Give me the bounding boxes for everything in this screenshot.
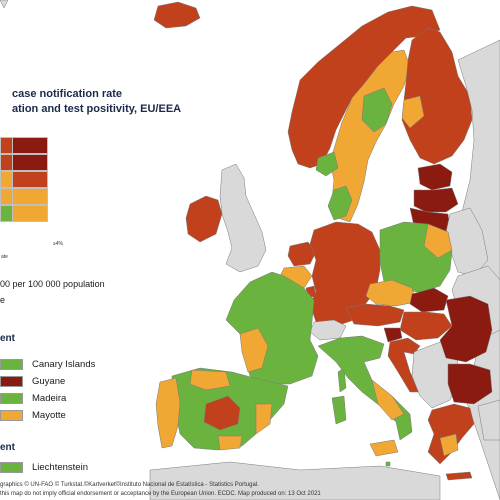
- matrix-cell: [12, 171, 48, 188]
- legend-swatch: [0, 375, 23, 387]
- matrix-cell: [12, 137, 48, 154]
- population-note: 00 per 100 000 population: [0, 279, 105, 289]
- map-title-line1: case notification rate: [12, 88, 123, 100]
- country-denmark: [327, 185, 353, 221]
- country-portugal: [155, 377, 181, 449]
- country-hungary: [399, 311, 453, 341]
- region-united-kingdom: [219, 163, 267, 273]
- legend-label: Liechtenstein: [32, 461, 88, 473]
- country-croatia: [387, 337, 421, 393]
- country-slovakia: [409, 287, 449, 313]
- legend-swatch: [0, 409, 23, 421]
- region-greenland-edge: [0, 0, 9, 9]
- country-romania: [439, 295, 493, 363]
- region-sweden-green: [361, 87, 393, 133]
- legend-swatch: [0, 461, 23, 473]
- legend-label: Madeira: [32, 392, 67, 404]
- legend-label: Guyane: [32, 375, 66, 387]
- region-turkey: [477, 399, 500, 441]
- region-spain-south-orange: [217, 435, 243, 451]
- country-slovenia: [383, 327, 403, 343]
- e-note: e: [0, 295, 6, 305]
- footer-disclaimer: this map do not imply official endorseme…: [0, 491, 321, 497]
- region-poland-orange: [423, 223, 453, 259]
- legend-swatch: [0, 358, 23, 370]
- country-netherlands: [287, 241, 317, 267]
- legend-item-guyane: Guyane: [0, 374, 65, 388]
- region-spain-madrid: [203, 395, 241, 431]
- legend-item-madeira: Madeira: [0, 391, 66, 405]
- country-latvia: [413, 187, 459, 213]
- country-malta: [385, 461, 391, 467]
- region-france-orange: [239, 327, 269, 373]
- matrix-cell: [12, 205, 48, 222]
- region-finland-orange: [401, 95, 425, 129]
- region-north-africa: [149, 461, 441, 500]
- country-bulgaria: [447, 363, 493, 405]
- legend-item-mayotte: Mayotte: [0, 408, 66, 422]
- map-title-line2: ation and test positivity, EU/EEA: [12, 103, 182, 115]
- region-sweden-green-south: [315, 151, 339, 177]
- region-sicily: [369, 439, 399, 457]
- country-czechia: [365, 279, 417, 307]
- country-iceland: [153, 1, 201, 29]
- legend-swatch: [0, 392, 23, 404]
- region-spain-north-orange: [189, 369, 231, 391]
- matrix-cell: [12, 154, 48, 171]
- country-ireland: [185, 195, 223, 243]
- country-estonia: [417, 163, 453, 191]
- matrix-cell: [12, 188, 48, 205]
- region-sardinia: [331, 395, 347, 425]
- region-greece-orange: [439, 433, 459, 457]
- region-spain-east-orange: [255, 403, 273, 435]
- legend-section-2-title: ent: [0, 442, 15, 453]
- footer-credits: graphics © UN-FAO © Turkstat.©Kartverket…: [0, 482, 259, 488]
- matrix-axis-rate-label: ate: [1, 254, 8, 260]
- region-crete: [445, 471, 473, 481]
- legend-item-liechtenstein: Liechtenstein: [0, 460, 88, 474]
- legend-section-1-title: ent: [0, 333, 15, 344]
- country-austria: [345, 303, 405, 327]
- legend-label: Mayotte: [32, 409, 66, 421]
- matrix-axis-positivity-label: ≥4%: [53, 241, 63, 247]
- country-finland: [401, 27, 473, 165]
- legend-item-canary-islands: Canary Islands: [0, 357, 95, 371]
- legend-label: Canary Islands: [32, 358, 96, 370]
- region-italy-orange: [371, 379, 405, 421]
